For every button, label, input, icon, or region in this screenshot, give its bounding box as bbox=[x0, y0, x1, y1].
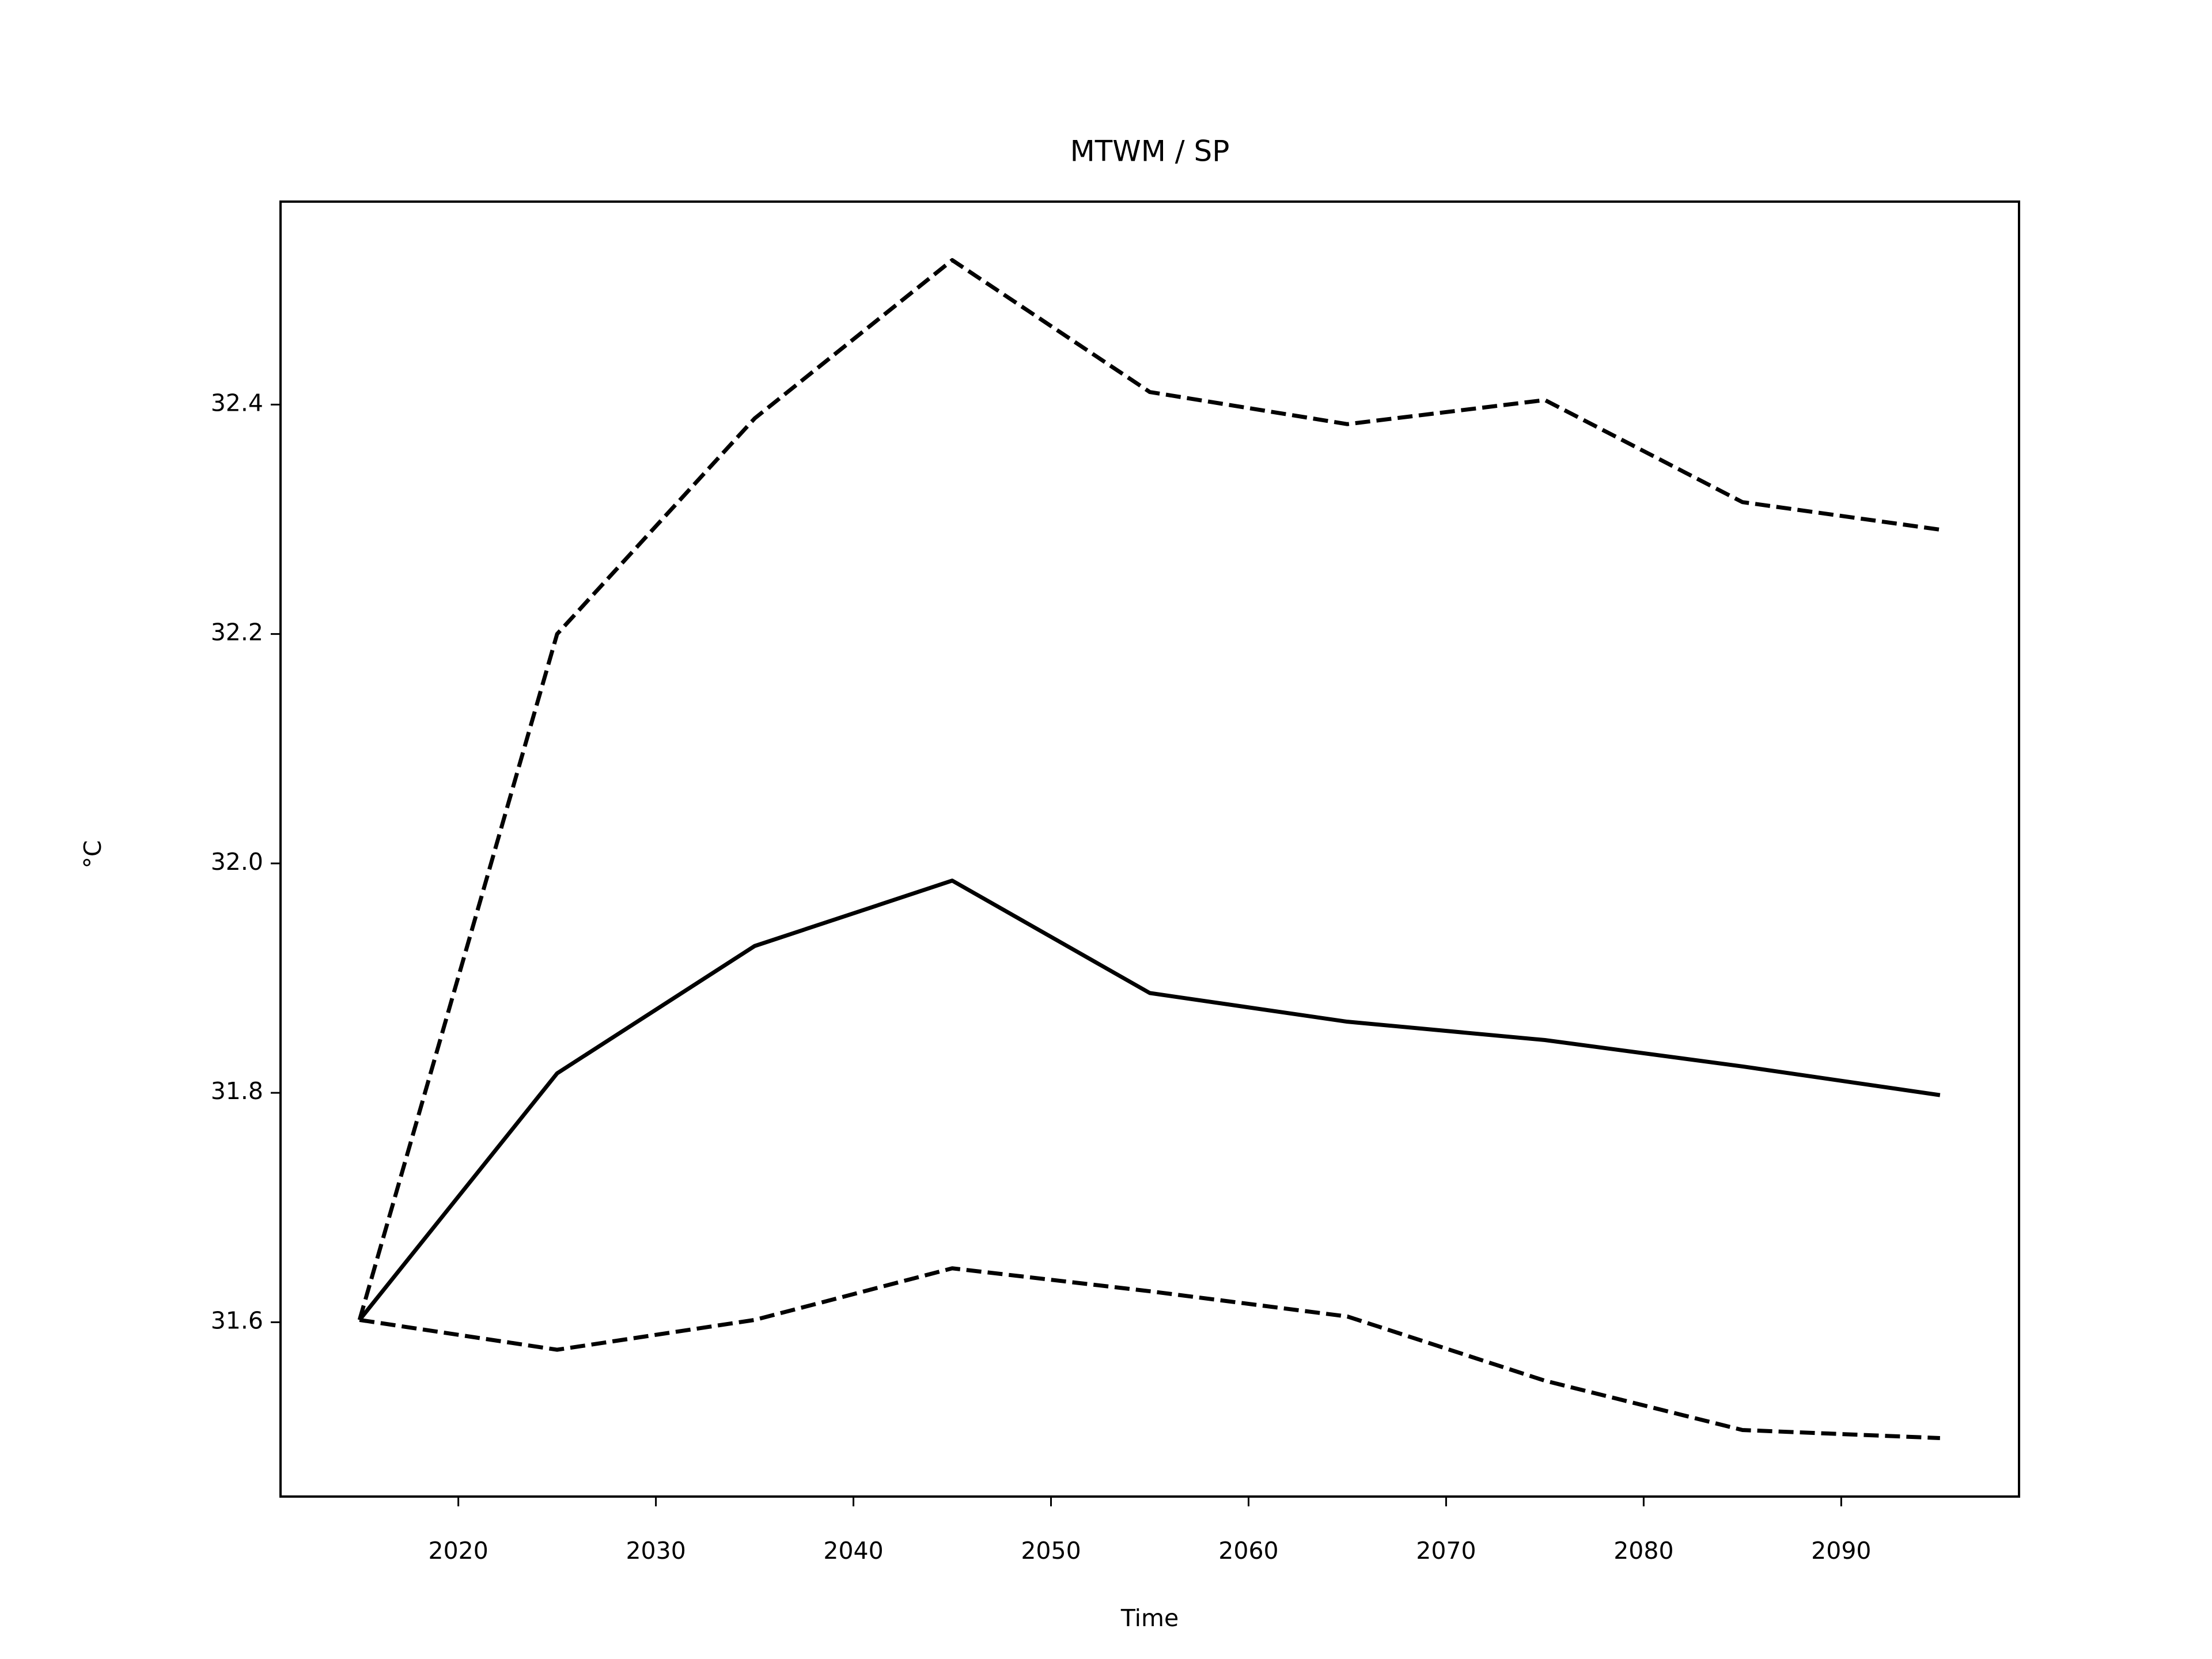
y-tick-label: 32.4 bbox=[211, 389, 263, 416]
y-tick-label: 31.6 bbox=[211, 1306, 263, 1334]
y-tick-label: 32.0 bbox=[211, 848, 263, 876]
y-tick-label: 31.8 bbox=[211, 1077, 263, 1105]
line-series bbox=[359, 1266, 1940, 1440]
x-axis-label: Time bbox=[1120, 1604, 1179, 1632]
x-tick-label: 2090 bbox=[1811, 1537, 1871, 1565]
y-axis-label: °C bbox=[79, 840, 107, 868]
x-tick-label: 2070 bbox=[1416, 1537, 1476, 1565]
x-tick-label: 2040 bbox=[823, 1537, 883, 1565]
x-tick-label: 2030 bbox=[626, 1537, 685, 1565]
x-tick-label: 2020 bbox=[428, 1537, 488, 1565]
x-tick-label: 2080 bbox=[1613, 1537, 1673, 1565]
y-tick-label: 32.2 bbox=[211, 619, 263, 646]
line-series bbox=[357, 258, 1941, 1321]
chart-title: MTWM / SP bbox=[1070, 135, 1230, 168]
plot-frame bbox=[279, 200, 2020, 1498]
x-tick-label: 2050 bbox=[1021, 1537, 1081, 1565]
line-series bbox=[358, 878, 1941, 1321]
x-tick-label: 2060 bbox=[1218, 1537, 1278, 1565]
